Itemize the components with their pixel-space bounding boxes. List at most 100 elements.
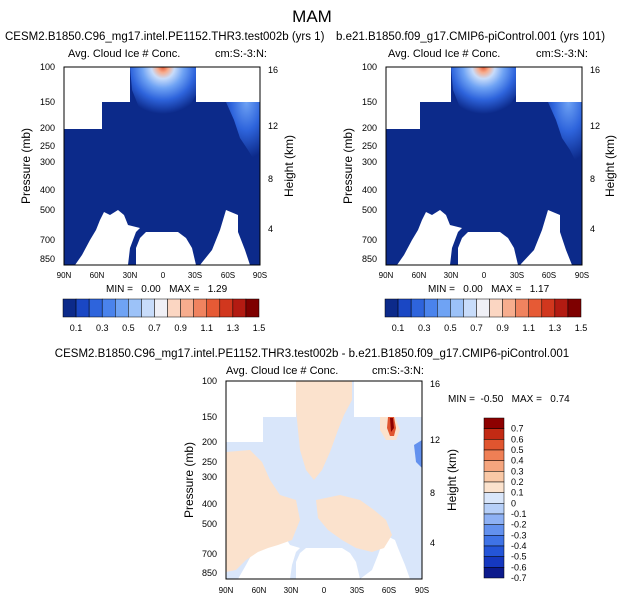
y-right-axis-title: Height (km) [445, 449, 459, 511]
y-tick-label: 400 [362, 185, 377, 195]
y-right-tick-label: 8 [590, 174, 595, 184]
colorbar-label: 1.5 [575, 323, 588, 333]
colorbar-swatch [483, 524, 505, 536]
y-axis-left: 100 150 200 250 300 400 500 700 850 [202, 376, 217, 578]
field-positive [296, 381, 352, 480]
field-nodata-low [136, 232, 196, 265]
y-tick-label: 250 [202, 457, 217, 467]
y-tick-label: 850 [362, 254, 377, 264]
plot-area [63, 66, 261, 266]
x-tick-label: 0 [161, 271, 166, 280]
case-title: CESM2.B1850.C96_mg17.intel.PE1152.THR3.t… [5, 31, 325, 43]
y-tick-label: 250 [362, 141, 377, 151]
y-tick-label: 150 [40, 97, 55, 107]
colorbar-swatch [423, 298, 438, 318]
colorbar-swatch [483, 503, 505, 515]
colorbar-swatch [541, 298, 556, 318]
page-title: MAM [292, 7, 332, 26]
colorbar-swatch [502, 298, 516, 318]
colorbar-label: 0.2 [511, 477, 524, 487]
colorbar-swatch [397, 298, 412, 318]
colorbar-swatch [463, 298, 477, 318]
colorbar-label: 0.7 [511, 424, 524, 434]
y-right-tick-label: 12 [268, 121, 278, 131]
x-tick-label: 30N [444, 271, 459, 280]
field-main [64, 67, 260, 265]
colorbar-swatch [489, 298, 503, 318]
y-axis-left: 100 150 200 250 300 400 500 700 850 [362, 62, 377, 264]
colorbar-label: 0.9 [174, 323, 187, 333]
colorbar-swatch [167, 298, 181, 318]
colorbar-swatch [515, 298, 529, 318]
colorbar-swatch [483, 556, 505, 568]
x-tick-label: 90N [57, 271, 72, 280]
plot-area [385, 66, 583, 266]
colorbar-swatch [437, 298, 451, 318]
x-tick-label: 60N [252, 586, 267, 595]
x-tick-label: 90S [575, 271, 589, 280]
y-right-tick-label: 16 [430, 379, 440, 389]
x-axis: 90N 60N 30N 0 30S 60S 90S [57, 271, 267, 280]
plot-area [225, 380, 423, 580]
y-tick-label: 100 [362, 62, 377, 72]
y-tick-label: 700 [202, 549, 217, 559]
colorbar-label: 0.3 [418, 323, 431, 333]
y-right-tick-label: 16 [590, 65, 600, 75]
y-tick-label: 500 [40, 205, 55, 215]
colorbar-label: -0.7 [511, 573, 527, 583]
field-positive [226, 450, 300, 572]
colorbar-swatch [219, 298, 234, 318]
colorbar-label: -0.5 [511, 552, 527, 562]
y-tick-label: 200 [202, 437, 217, 447]
y-axis-right: 16 12 8 4 [268, 65, 278, 234]
min-max-note: MIN = 0.00 MAX = 1.17 [428, 284, 550, 295]
y-axis-title: Pressure (mb) [182, 442, 196, 518]
x-tick-label: 30S [188, 271, 202, 280]
plot-frame [385, 66, 583, 266]
colorbar-label: -0.4 [511, 541, 527, 551]
colorbar-swatch [483, 545, 505, 557]
x-tick-label: 60S [382, 586, 396, 595]
y-right-tick-label: 12 [590, 121, 600, 131]
colorbar-swatch [450, 298, 464, 318]
field-edge [226, 102, 260, 165]
colorbar-swatch [206, 298, 221, 318]
colorbar-label: 0.1 [511, 488, 524, 498]
y-tick-label: 400 [40, 185, 55, 195]
colorbar-swatch [141, 298, 155, 318]
x-tick-label: 0 [322, 586, 327, 595]
y-tick-label: 300 [40, 157, 55, 167]
plot-frame [225, 380, 423, 580]
colorbar-label: -0.3 [511, 530, 527, 540]
y-right-tick-label: 4 [268, 224, 273, 234]
x-tick-label: 90N [219, 586, 234, 595]
units-label: cm:S:-3:N: [536, 48, 588, 60]
y-tick-label: 150 [202, 412, 217, 422]
colorbar-label: 0.9 [496, 323, 509, 333]
colorbar-swatch [180, 298, 194, 318]
variable-label: Avg. Cloud Ice # Conc. [388, 48, 500, 60]
y-tick-label: 300 [202, 472, 217, 482]
units-label: cm:S:-3:N: [372, 365, 424, 377]
field-nodata-low [458, 232, 518, 265]
colorbar: 0.70.60.50.40.30.20.10-0.1-0.2-0.3-0.4-0… [483, 417, 527, 583]
x-axis: 90N 60N 30N 0 30S 60S 90S [219, 586, 429, 595]
x-tick-label: 0 [482, 271, 487, 280]
y-axis-right: 16 12 8 4 [590, 65, 600, 234]
field-peak [130, 67, 196, 134]
colorbar-label: 0.5 [122, 323, 135, 333]
y-right-axis-title: Height (km) [603, 135, 617, 197]
colorbar-label: 0.1 [70, 323, 83, 333]
colorbar-label: 0.7 [148, 323, 161, 333]
units-label: cm:S:-3:N: [215, 48, 267, 60]
x-tick-label: 60N [412, 271, 427, 280]
x-tick-label: 30S [510, 271, 524, 280]
colorbar-label: 0.6 [511, 434, 524, 444]
y-tick-label: 700 [362, 235, 377, 245]
colorbar-swatch [410, 298, 425, 318]
colorbar-label: 0.3 [511, 466, 524, 476]
panel-top-left: CESM2.B1850.C96_mg17.intel.PE1152.THR3.t… [5, 31, 325, 333]
y-axis-title: Pressure (mb) [341, 128, 355, 204]
colorbar-swatch [554, 298, 569, 318]
case-title: b.e21.B1850.f09_g17.CMIP6-piControl.001 … [336, 31, 605, 43]
